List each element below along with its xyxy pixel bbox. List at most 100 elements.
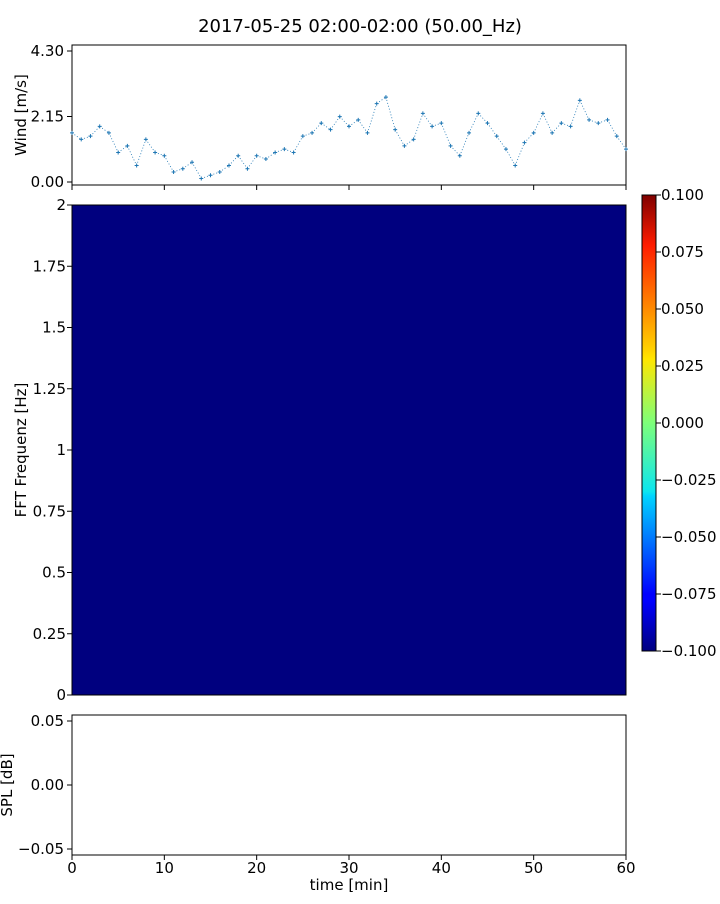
wind-point	[550, 130, 555, 135]
wind-point	[106, 130, 111, 135]
colorbar-tick-label: −0.075	[661, 585, 717, 603]
wind-point	[503, 147, 508, 152]
colorbar-gradient	[641, 194, 657, 652]
spectrogram-heatmap	[72, 205, 626, 695]
wind-point	[374, 101, 379, 106]
wind-trace	[71, 96, 627, 179]
wind-point	[171, 169, 176, 174]
colorbar-tick-label: 0.000	[661, 414, 704, 432]
wind-point	[494, 134, 499, 139]
spectrogram-y-tick-label: 1	[56, 441, 66, 459]
wind-point	[236, 153, 241, 158]
colorbar-tick-label: 0.025	[661, 357, 704, 375]
wind-point	[365, 130, 370, 135]
colorbar-tick-label: −0.025	[661, 471, 717, 489]
wind-point	[190, 160, 195, 165]
wind-point	[624, 147, 628, 152]
wind-point	[70, 130, 74, 135]
wind-point	[614, 134, 619, 139]
wind-point	[513, 163, 518, 168]
spectrogram-y-tick-label: 0.25	[33, 625, 66, 643]
wind-point	[310, 130, 315, 135]
colorbar: −0.100 −0.075 −0.050 −0.025 0.000 0.025 0.050 0…	[641, 186, 717, 660]
wind-point	[522, 140, 527, 145]
colorbar-tick-label: 0.075	[661, 243, 704, 261]
wind-point	[245, 166, 250, 171]
wind-point	[559, 121, 564, 126]
spl-y-axis-label: SPL [dB]	[0, 753, 16, 816]
spectrogram-y-tick-label: 1.25	[33, 380, 66, 398]
wind-point	[439, 121, 444, 126]
wind-point	[263, 156, 268, 161]
spl-y-tick-label: 0.05	[31, 712, 64, 730]
wind-point	[402, 143, 407, 148]
wind-point	[143, 137, 148, 142]
wind-point	[337, 114, 342, 119]
wind-point	[476, 111, 481, 116]
spectrogram-y-tick-label: 0.75	[33, 502, 66, 520]
spl-y-ticks: −0.05 0.00 0.05	[18, 712, 72, 858]
wind-point	[587, 117, 592, 122]
x-tick-label: 20	[247, 859, 266, 877]
colorbar-tick-label: −0.100	[661, 642, 717, 660]
x-tick-label: 10	[155, 859, 174, 877]
colorbar-tick-label: 0.050	[661, 300, 704, 318]
wind-y-axis-label: Wind [m/s]	[12, 74, 30, 156]
wind-point	[88, 134, 93, 139]
spl-axes-frame	[71, 714, 627, 856]
wind-y-tick-label: 0.00	[31, 173, 64, 191]
x-axis-label: time [min]	[310, 876, 389, 894]
wind-point	[97, 124, 102, 129]
wind-point	[347, 124, 351, 129]
spectrogram-y-tick-label: 0.5	[42, 564, 66, 582]
x-tick-label: 30	[339, 859, 358, 877]
spectrogram-panel: 0 0.25 0.5 0.75 1 1.25 1.5 1.75 2 FFT Frequenz […	[12, 196, 627, 704]
x-tick-label: 60	[616, 859, 635, 877]
figure-title: 2017-05-25 02:00-02:00 (50.00_Hz)	[198, 16, 522, 37]
wind-point	[356, 117, 361, 122]
wind-point	[393, 127, 398, 132]
wind-point	[328, 127, 333, 132]
wind-scatter-points	[70, 95, 628, 181]
wind-point	[568, 124, 573, 129]
wind-point	[125, 143, 130, 148]
wind-point	[596, 121, 601, 126]
spl-y-tick-label: −0.05	[18, 840, 64, 858]
spl-panel: −0.05 0.00 0.05 0 10 20 30 40 50 60 SPL [dB] tim…	[0, 712, 636, 894]
wind-point	[411, 137, 416, 142]
wind-point	[291, 150, 296, 155]
wind-point	[531, 130, 536, 135]
spectrogram-y-ticks: 0 0.25 0.5 0.75 1 1.25 1.5 1.75 2	[33, 196, 72, 704]
spectrogram-y-tick-label: 1.75	[33, 257, 66, 275]
wind-panel: 0.00 2.15 4.30 Wind [m/s]	[12, 42, 628, 191]
spectrogram-y-tick-label: 0	[56, 686, 66, 704]
x-tick-label: 50	[524, 859, 543, 877]
wind-point	[383, 95, 388, 100]
wind-point	[79, 137, 84, 142]
wind-point	[540, 111, 545, 116]
wind-y-ticks: 0.00 2.15 4.30	[31, 42, 72, 191]
wind-point	[134, 163, 139, 168]
wind-point	[420, 111, 425, 116]
wind-point	[180, 166, 185, 171]
wind-point	[485, 121, 490, 126]
wind-point	[467, 130, 472, 135]
wind-point	[605, 117, 610, 122]
wind-point	[199, 176, 204, 181]
wind-y-tick-label: 2.15	[31, 108, 64, 126]
spectrogram-y-tick-label: 2	[56, 196, 66, 214]
colorbar-tick-label: 0.100	[661, 186, 704, 204]
spl-y-tick-label: 0.00	[31, 776, 64, 794]
x-tick-label: 40	[432, 859, 451, 877]
spectrogram-y-axis-label: FFT Frequenz [Hz]	[12, 383, 30, 518]
wind-point	[457, 153, 462, 158]
wind-point	[448, 143, 453, 148]
wind-point	[217, 169, 222, 174]
wind-point	[577, 98, 582, 103]
wind-point	[300, 134, 305, 139]
wind-point	[162, 153, 167, 158]
wind-point	[319, 121, 324, 126]
wind-point	[282, 147, 287, 152]
wind-point	[254, 153, 259, 158]
